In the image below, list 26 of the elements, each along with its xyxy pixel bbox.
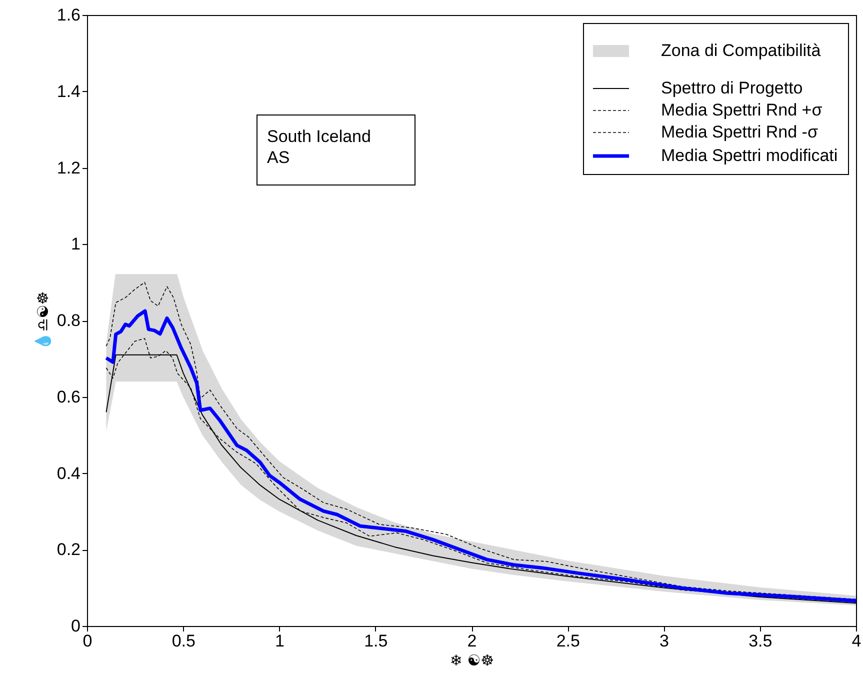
annotation: South Iceland AS xyxy=(267,127,371,167)
y-tick-label: 1 xyxy=(71,234,80,254)
y-tick-label: 1.4 xyxy=(56,82,80,101)
x-tick-label: 3.5 xyxy=(748,632,772,650)
y-tick-label: 0.2 xyxy=(56,540,80,560)
legend-label: Media Spettri Rnd +σ xyxy=(661,100,823,120)
y-tick-label: 0 xyxy=(71,616,80,636)
x-tick-label: 1 xyxy=(275,632,284,650)
y-tick-label: 1.6 xyxy=(56,6,80,24)
x-tick-label: 4 xyxy=(852,632,862,650)
x-tick-label: 2.5 xyxy=(556,632,580,650)
legend-label: Spettro di Progetto xyxy=(661,78,803,98)
x-tick-label: 0 xyxy=(82,632,92,650)
y-axis-title: 💧♎☯☸ xyxy=(34,291,52,351)
y-tick-label: 0.4 xyxy=(56,464,80,483)
x-tick-label: 3 xyxy=(660,632,669,650)
x-tick-label: 2 xyxy=(467,632,477,650)
x-tick-label: 0.5 xyxy=(172,632,196,650)
x-tick-label: 1.5 xyxy=(364,632,388,650)
y-tick-label: 0.8 xyxy=(56,311,80,330)
legend-label: Zona di Compatibilità xyxy=(661,41,822,60)
y-tick-label: 0.6 xyxy=(56,387,80,406)
legend-label: Media Spettri modificati xyxy=(661,146,838,165)
legend-label: Media Spettri Rnd -σ xyxy=(661,122,818,142)
y-tick-label: 1.2 xyxy=(56,158,80,178)
x-axis-title: ❄ ☯☸ xyxy=(450,652,494,670)
